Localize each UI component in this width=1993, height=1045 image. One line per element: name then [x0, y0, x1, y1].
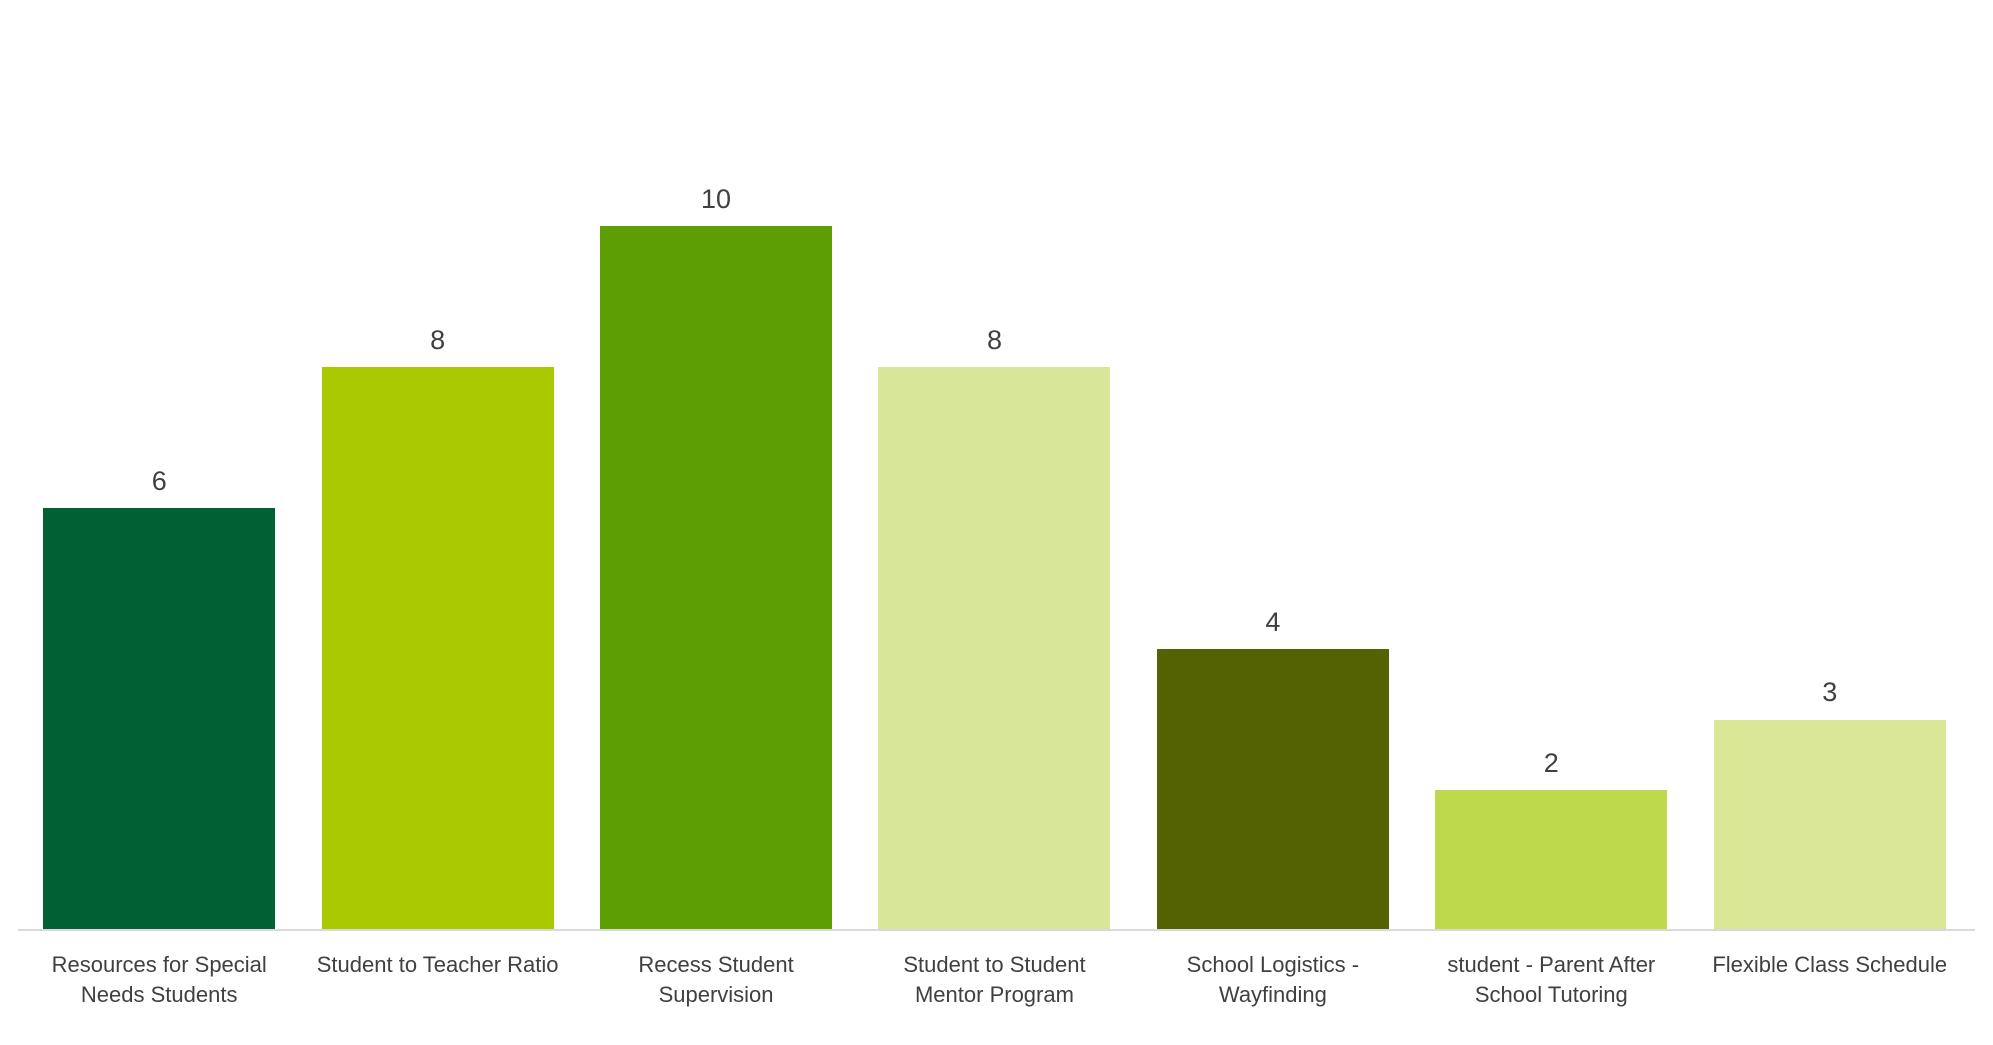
bar-2[interactable] [321, 367, 554, 931]
bar-column: 6 [20, 0, 298, 931]
bar-value-label: 2 [1543, 747, 1559, 778]
category-label-cell: student - Parent After School Tutoring [1412, 933, 1690, 1010]
bar-value-label: 3 [1822, 677, 1838, 708]
bar-column: 8 [855, 0, 1133, 931]
category-label: Resources for Special Needs Students [51, 952, 267, 1007]
category-label-cell: Flexible Class Schedule [1691, 933, 1969, 1010]
bar-4[interactable] [878, 367, 1111, 931]
bar-series: 6 8 10 8 4 2 3 [20, 0, 1969, 931]
category-label: School Logistics - Wayfinding [1186, 952, 1360, 1007]
bar-value-label: 8 [986, 324, 1002, 355]
bar-column: 10 [577, 0, 855, 931]
bar-value-label: 8 [430, 324, 446, 355]
category-label-cell: Student to Student Mentor Program [855, 933, 1133, 1010]
bar-7[interactable] [1713, 719, 1946, 931]
category-label: Flexible Class Schedule [1712, 952, 1948, 977]
plot-area: 6 8 10 8 4 2 3 [18, 0, 1975, 931]
bar-column: 4 [1134, 0, 1412, 931]
bar-value-label: 6 [151, 465, 167, 496]
category-label: student - Parent After School Tutoring [1447, 952, 1656, 1007]
category-label: Recess Student Supervision [638, 952, 794, 1007]
category-label-cell: School Logistics - Wayfinding [1134, 933, 1412, 1010]
bar-column: 8 [298, 0, 576, 931]
category-label: Student to Student Mentor Program [903, 952, 1086, 1007]
bar-value-label: 10 [701, 183, 732, 214]
bar-5[interactable] [1156, 649, 1389, 931]
category-label: Student to Teacher Ratio [316, 952, 559, 977]
category-label-cell: Resources for Special Needs Students [20, 933, 298, 1010]
bar-6[interactable] [1435, 790, 1668, 931]
bar-3[interactable] [600, 226, 833, 931]
category-label-cell: Recess Student Supervision [577, 933, 855, 1010]
category-label-cell: Student to Teacher Ratio [298, 933, 576, 1010]
x-axis-line [18, 929, 1975, 931]
bar-1[interactable] [43, 508, 276, 931]
bar-column: 3 [1691, 0, 1969, 931]
bar-value-label: 4 [1265, 606, 1281, 637]
bar-column: 2 [1412, 0, 1690, 931]
category-axis: Resources for Special Needs Students Stu… [20, 933, 1969, 1010]
